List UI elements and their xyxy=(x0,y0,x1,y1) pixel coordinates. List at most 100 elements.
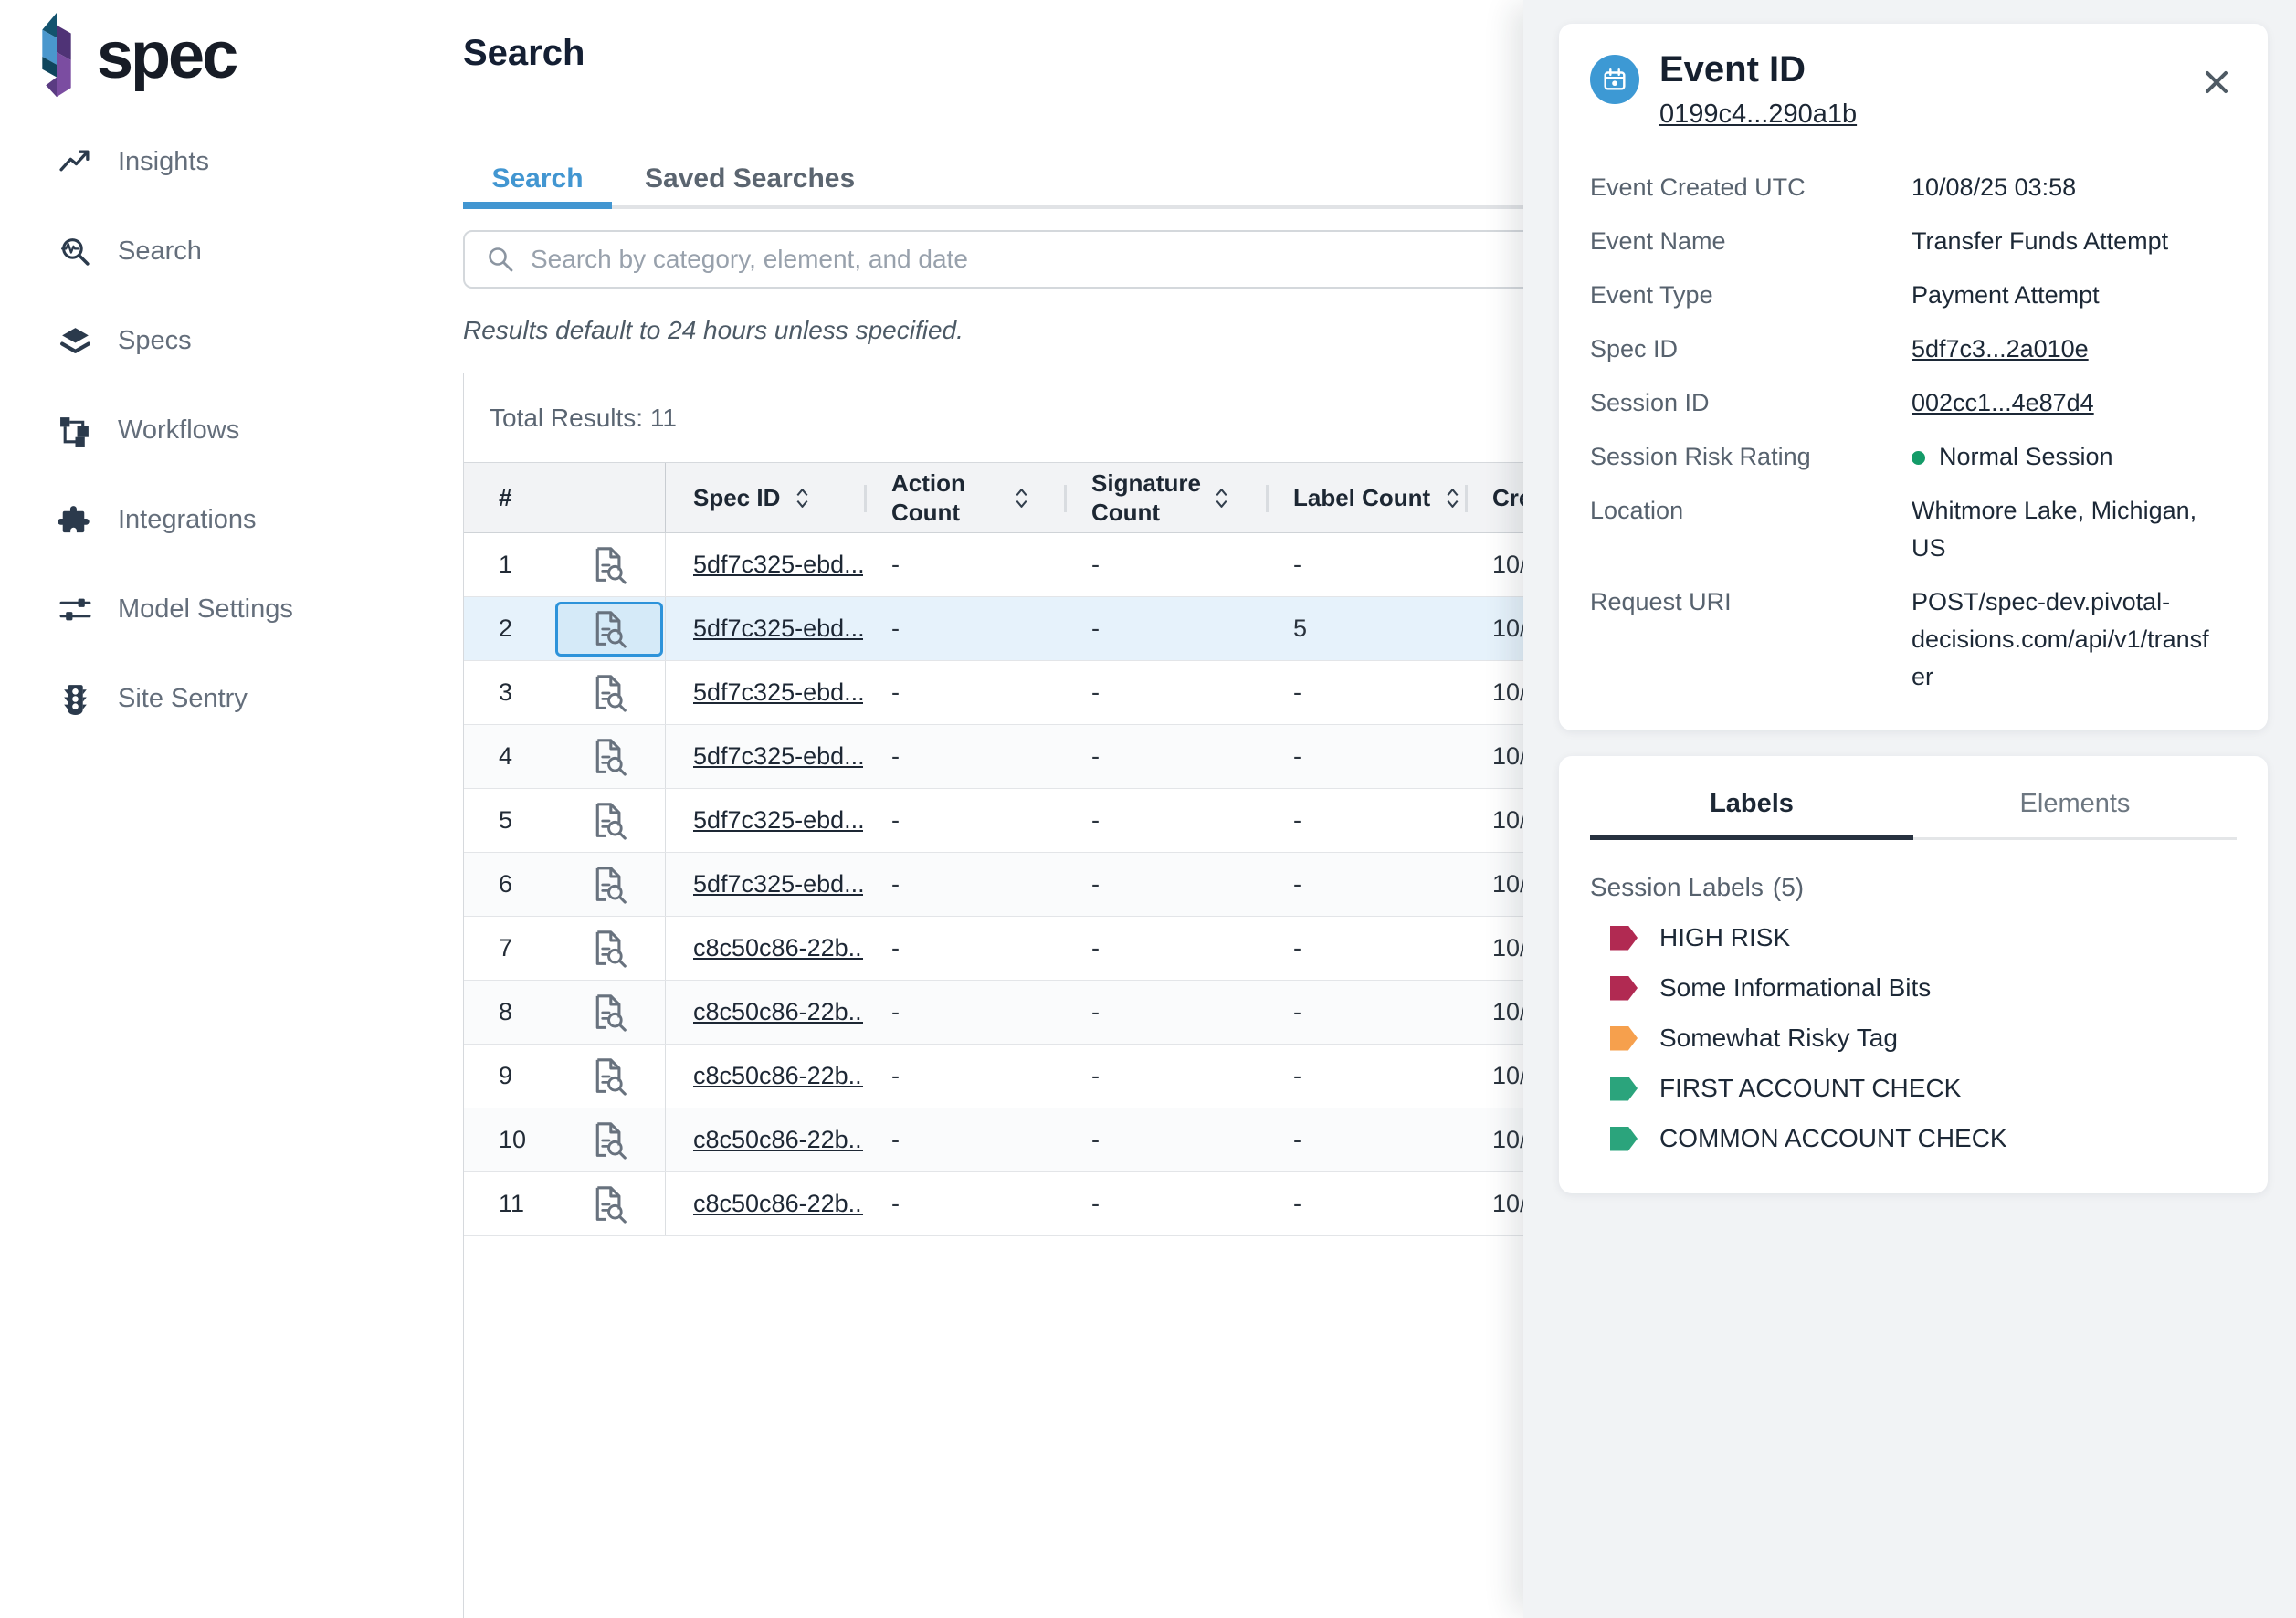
view-event-button[interactable] xyxy=(555,1177,663,1232)
label-item: FIRST ACCOUNT CHECK xyxy=(1590,1074,2237,1103)
puzzle-icon xyxy=(58,503,92,537)
label-text: Some Informational Bits xyxy=(1659,973,1932,1002)
panel-active-tab-indicator xyxy=(1590,835,1913,840)
spec-id-link[interactable]: 5df7c325-ebd... xyxy=(693,806,863,834)
signature-count-cell: - xyxy=(1091,1126,1100,1153)
close-panel-button[interactable] xyxy=(2198,64,2235,100)
action-count-cell: - xyxy=(891,1126,900,1153)
close-icon xyxy=(2206,71,2228,93)
sort-icon[interactable] xyxy=(1214,486,1229,510)
detail-row: Spec ID 5df7c3...2a010e xyxy=(1590,331,2237,368)
layers-icon xyxy=(58,324,92,358)
label-text: FIRST ACCOUNT CHECK xyxy=(1659,1074,1962,1102)
event-created-value: 10/08/25 03:58 xyxy=(1912,173,2077,201)
insights-icon xyxy=(58,145,92,179)
sort-icon[interactable] xyxy=(795,486,810,510)
search-tabs: Search Saved Searches xyxy=(463,153,888,205)
tab-saved-searches[interactable]: Saved Searches xyxy=(645,163,856,194)
event-detail-card: Event ID 0199c4...290a1b Event Created U… xyxy=(1559,24,2268,730)
sidebar-item-site-sentry[interactable]: Site Sentry xyxy=(0,654,463,743)
file-search-icon xyxy=(595,1057,627,1096)
tab-search[interactable]: Search xyxy=(491,163,584,194)
view-event-button-selected[interactable] xyxy=(555,601,663,657)
sidebar-item-insights[interactable]: Insights xyxy=(0,117,463,206)
panel-title: Event ID xyxy=(1659,49,1806,89)
tab-elements[interactable]: Elements xyxy=(2019,789,2131,818)
view-event-button[interactable] xyxy=(555,1113,663,1168)
view-event-button[interactable] xyxy=(555,793,663,848)
view-event-button[interactable] xyxy=(555,985,663,1040)
sidebar-item-workflows[interactable]: Workflows xyxy=(0,385,463,475)
label-count-cell: - xyxy=(1293,806,1301,834)
sidebar-item-search[interactable]: Search xyxy=(0,206,463,296)
tab-labels[interactable]: Labels xyxy=(1710,789,1794,818)
label-count-cell: - xyxy=(1293,1190,1301,1217)
created-cell: 10/ xyxy=(1492,870,1527,898)
column-header-signature-count[interactable]: Signature Count xyxy=(1064,463,1266,532)
spec-id-link[interactable]: c8c50c86-22b... xyxy=(693,1126,863,1153)
view-event-button[interactable] xyxy=(555,730,663,784)
label-count-cell: - xyxy=(1293,1126,1301,1153)
file-search-icon xyxy=(595,802,627,840)
event-name-value: Transfer Funds Attempt xyxy=(1912,227,2169,255)
view-event-button[interactable] xyxy=(555,538,663,593)
created-cell: 10/ xyxy=(1492,1062,1527,1089)
view-event-button[interactable] xyxy=(555,666,663,720)
brand-logo: spec xyxy=(31,11,238,100)
spec-id-link[interactable]: 5df7c325-ebd... xyxy=(693,870,863,898)
view-event-button[interactable] xyxy=(555,857,663,912)
label-text: COMMON ACCOUNT CHECK xyxy=(1659,1124,2007,1152)
search-input[interactable] xyxy=(531,245,1685,274)
detail-row: Event Type Payment Attempt xyxy=(1590,277,2237,314)
spec-id-link[interactable]: 5df7c325-ebd... xyxy=(693,615,863,642)
row-number: 1 xyxy=(499,551,513,578)
sidebar-item-label: Model Settings xyxy=(118,594,293,624)
spec-id-link[interactable]: 5df7c325-ebd... xyxy=(693,678,863,706)
label-count-cell: - xyxy=(1293,1062,1301,1089)
detail-row: Session ID 002cc1...4e87d4 xyxy=(1590,384,2237,422)
column-header-label-count[interactable]: Label Count xyxy=(1266,463,1465,532)
sort-icon[interactable] xyxy=(1014,486,1029,510)
created-cell: 10/ xyxy=(1492,806,1527,834)
labels-elements-card: Labels Elements Session Labels (5) HIGH R… xyxy=(1559,756,2268,1193)
signature-count-cell: - xyxy=(1091,1190,1100,1217)
action-count-cell: - xyxy=(891,998,900,1025)
spec-id-link[interactable]: c8c50c86-22b... xyxy=(693,1062,863,1089)
event-calendar-icon xyxy=(1590,55,1639,104)
panel-tab-underline-track xyxy=(1590,835,2237,840)
file-search-icon xyxy=(595,1121,627,1160)
row-number: 6 xyxy=(499,870,513,898)
label-count-cell: - xyxy=(1293,678,1301,706)
spec-id-link[interactable]: 5df7c325-ebd... xyxy=(693,742,863,770)
column-header-spec-id[interactable]: Spec ID xyxy=(666,463,864,532)
row-number: 5 xyxy=(499,806,513,834)
session-id-detail-link[interactable]: 002cc1...4e87d4 xyxy=(1912,389,2094,416)
file-search-icon xyxy=(595,993,627,1032)
action-count-cell: - xyxy=(891,1190,900,1217)
search-bar xyxy=(463,230,1687,289)
spec-id-link[interactable]: c8c50c86-22b... xyxy=(693,1190,863,1217)
label-count-cell: - xyxy=(1293,870,1301,898)
spec-id-detail-link[interactable]: 5df7c3...2a010e xyxy=(1912,335,2089,362)
row-number: 10 xyxy=(499,1126,527,1153)
file-search-icon xyxy=(595,1185,627,1224)
sidebar-item-specs[interactable]: Specs xyxy=(0,296,463,385)
file-search-icon xyxy=(595,930,627,968)
signature-count-cell: - xyxy=(1091,1062,1100,1089)
spec-id-link[interactable]: 5df7c325-ebd... xyxy=(693,551,863,578)
action-count-cell: - xyxy=(891,934,900,961)
view-event-button[interactable] xyxy=(555,1049,663,1104)
sidebar-item-label: Workflows xyxy=(118,415,240,445)
spec-id-link[interactable]: c8c50c86-22b... xyxy=(693,998,863,1025)
sidebar-item-integrations[interactable]: Integrations xyxy=(0,475,463,564)
row-number: 3 xyxy=(499,678,513,706)
sort-icon[interactable] xyxy=(1445,486,1460,510)
signature-count-cell: - xyxy=(1091,615,1100,642)
label-text: Somewhat Risky Tag xyxy=(1659,1024,1898,1052)
event-id-link[interactable]: 0199c4...290a1b xyxy=(1659,100,1858,129)
column-header-action-count[interactable]: Action Count xyxy=(864,463,1064,532)
spec-id-link[interactable]: c8c50c86-22b... xyxy=(693,934,863,961)
view-event-button[interactable] xyxy=(555,921,663,976)
sidebar-item-model-settings[interactable]: Model Settings xyxy=(0,564,463,654)
spec-logo-icon xyxy=(42,12,71,98)
